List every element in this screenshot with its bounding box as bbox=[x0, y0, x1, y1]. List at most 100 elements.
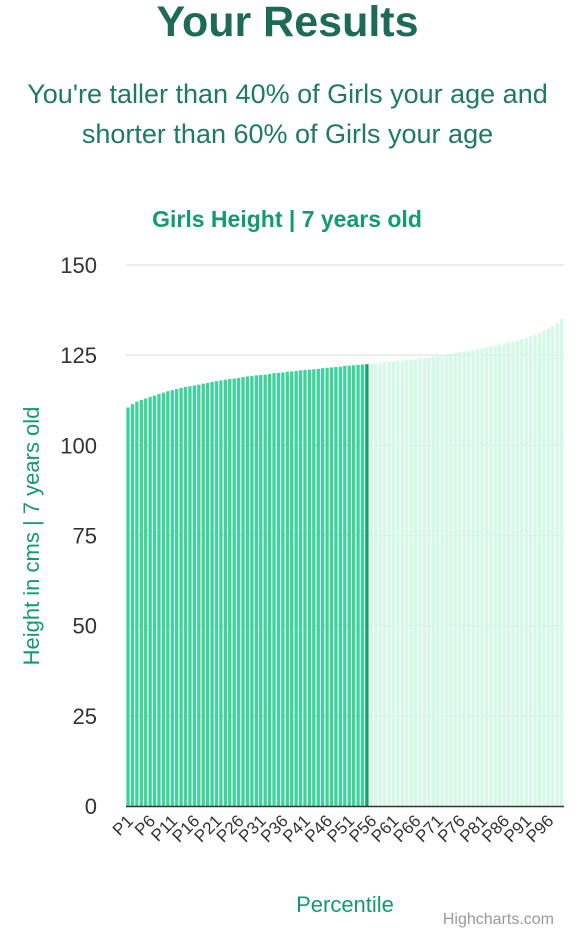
bar-p61[interactable] bbox=[391, 361, 396, 806]
bar-p13[interactable] bbox=[179, 387, 183, 806]
bar-p40[interactable] bbox=[298, 370, 303, 806]
highcharts-credits-link[interactable]: Highcharts.com bbox=[442, 911, 554, 928]
bar-p2[interactable] bbox=[130, 404, 135, 806]
bar-p51[interactable] bbox=[347, 365, 351, 806]
bar-p63[interactable] bbox=[400, 360, 404, 806]
bar-p86[interactable] bbox=[502, 343, 506, 806]
bar-p92[interactable] bbox=[528, 336, 533, 806]
bar-p68[interactable] bbox=[422, 358, 427, 806]
bar-p90[interactable] bbox=[520, 339, 524, 806]
bar-p69[interactable] bbox=[427, 357, 431, 806]
bar-p43[interactable] bbox=[312, 369, 316, 806]
bar-p6[interactable] bbox=[148, 397, 152, 806]
bar-p38[interactable] bbox=[290, 371, 294, 806]
bar-p44[interactable] bbox=[316, 368, 320, 806]
bar-p67[interactable] bbox=[418, 358, 422, 806]
bar-p35[interactable] bbox=[276, 372, 281, 806]
bar-p3[interactable] bbox=[135, 401, 139, 806]
bar-p25[interactable] bbox=[232, 378, 236, 806]
bar-p53[interactable] bbox=[356, 364, 360, 806]
bar-p34[interactable] bbox=[272, 373, 276, 806]
bar-p65[interactable] bbox=[409, 359, 413, 806]
bar-p41[interactable] bbox=[303, 369, 307, 806]
bar-p27[interactable] bbox=[241, 377, 245, 806]
bar-p70[interactable] bbox=[431, 356, 435, 806]
bar-p81[interactable] bbox=[480, 348, 484, 806]
bar-p36[interactable] bbox=[281, 372, 285, 806]
bar-p85[interactable] bbox=[497, 344, 502, 806]
bar-p10[interactable] bbox=[166, 391, 170, 806]
bar-p59[interactable] bbox=[382, 362, 387, 806]
bar-p30[interactable] bbox=[254, 375, 258, 806]
bar-p15[interactable] bbox=[188, 386, 192, 806]
bar-p83[interactable] bbox=[489, 346, 493, 806]
bar-p79[interactable] bbox=[471, 350, 475, 806]
bar-p11[interactable] bbox=[170, 390, 174, 806]
bar-p52[interactable] bbox=[351, 365, 356, 806]
bar-p4[interactable] bbox=[139, 399, 143, 806]
bar-p82[interactable] bbox=[484, 347, 489, 806]
bar-p80[interactable] bbox=[475, 349, 480, 806]
bar-p78[interactable] bbox=[467, 350, 471, 806]
bar-p56[interactable] bbox=[369, 363, 374, 806]
bar-p72[interactable] bbox=[440, 355, 444, 806]
bar-p47[interactable] bbox=[329, 367, 334, 806]
bar-p96[interactable] bbox=[546, 328, 550, 806]
bar-p60[interactable] bbox=[387, 361, 391, 806]
bar-p62[interactable] bbox=[396, 360, 400, 806]
bar-p54[interactable] bbox=[360, 364, 365, 806]
bar-p89[interactable] bbox=[515, 340, 520, 806]
bar-p46[interactable] bbox=[325, 367, 329, 806]
bar-p99[interactable] bbox=[559, 319, 564, 806]
bar-p94[interactable] bbox=[537, 333, 542, 806]
bar-p29[interactable] bbox=[250, 376, 254, 806]
bar-p73[interactable] bbox=[444, 354, 449, 806]
bar-p95[interactable] bbox=[542, 331, 546, 806]
bar-p66[interactable] bbox=[413, 359, 418, 806]
bar-p75[interactable] bbox=[453, 353, 458, 806]
bar-p12[interactable] bbox=[175, 389, 179, 806]
bar-p22[interactable] bbox=[219, 380, 223, 806]
bar-p88[interactable] bbox=[511, 341, 515, 806]
bar-p24[interactable] bbox=[228, 378, 232, 806]
bar-p45[interactable] bbox=[321, 368, 325, 806]
bar-p71[interactable] bbox=[436, 355, 440, 806]
bar-p55[interactable] bbox=[365, 364, 369, 806]
bar-p64[interactable] bbox=[405, 359, 409, 806]
bar-p42[interactable] bbox=[307, 369, 312, 806]
bar-p84[interactable] bbox=[493, 345, 497, 806]
bar-p48[interactable] bbox=[334, 367, 338, 806]
bar-p18[interactable] bbox=[201, 383, 205, 806]
bar-p97[interactable] bbox=[551, 326, 555, 806]
bar-p74[interactable] bbox=[449, 353, 453, 806]
bar-p50[interactable] bbox=[343, 365, 347, 806]
bar-p98[interactable] bbox=[555, 323, 559, 806]
bar-p20[interactable] bbox=[210, 381, 214, 806]
bar-p28[interactable] bbox=[245, 376, 250, 806]
bar-p7[interactable] bbox=[152, 395, 157, 806]
bar-p91[interactable] bbox=[524, 337, 528, 806]
bar-p58[interactable] bbox=[378, 362, 382, 806]
bar-p21[interactable] bbox=[214, 381, 219, 806]
bar-p14[interactable] bbox=[183, 386, 188, 806]
bar-p8[interactable] bbox=[157, 394, 161, 806]
bar-p37[interactable] bbox=[285, 371, 289, 806]
bar-p77[interactable] bbox=[462, 351, 466, 806]
bar-p76[interactable] bbox=[458, 352, 462, 806]
bar-p1[interactable] bbox=[126, 407, 130, 806]
bar-p31[interactable] bbox=[259, 375, 263, 806]
bar-p16[interactable] bbox=[192, 385, 197, 806]
bar-p19[interactable] bbox=[205, 382, 210, 806]
bar-p33[interactable] bbox=[267, 373, 272, 806]
bar-p32[interactable] bbox=[263, 374, 267, 806]
bar-p26[interactable] bbox=[236, 377, 241, 806]
bar-p17[interactable] bbox=[197, 384, 201, 806]
bar-p93[interactable] bbox=[533, 334, 537, 806]
bar-p5[interactable] bbox=[144, 398, 148, 806]
bar-p49[interactable] bbox=[338, 366, 343, 806]
bar-p39[interactable] bbox=[294, 371, 298, 806]
bar-p57[interactable] bbox=[374, 363, 378, 806]
bar-p23[interactable] bbox=[223, 379, 228, 806]
bar-p9[interactable] bbox=[161, 392, 166, 806]
bar-p87[interactable] bbox=[506, 342, 511, 806]
